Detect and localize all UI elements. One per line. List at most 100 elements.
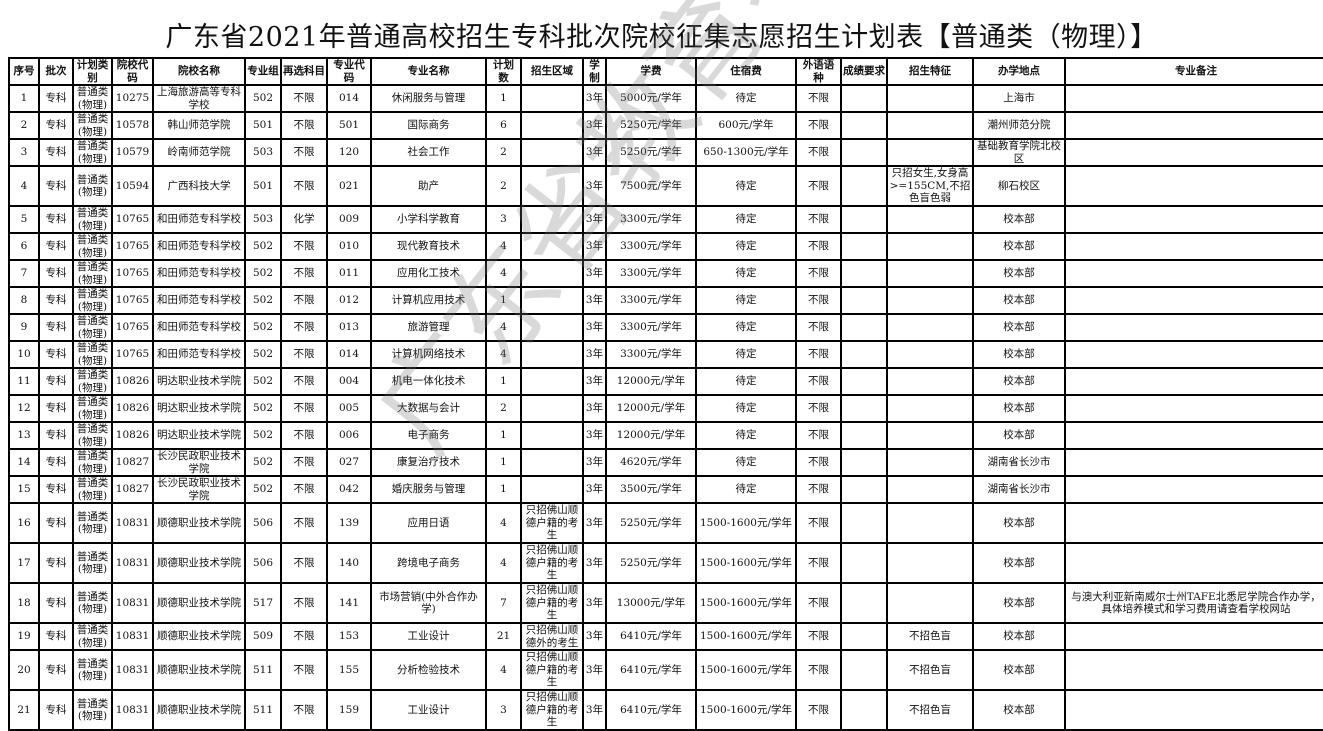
table-cell: 不限 (795, 138, 842, 167)
table-cell: 明达职业技术学院 (152, 421, 246, 450)
table-cell: 4 (485, 232, 522, 261)
table-cell: 502 (244, 340, 282, 369)
table-cell: 4 (485, 542, 522, 584)
table-cell: 21 (8, 689, 40, 731)
table-cell: 10827 (111, 475, 154, 504)
table-cell: 上海旅游高等专科学校 (152, 84, 246, 113)
table-cell: 1 (485, 448, 522, 477)
column-header: 专业备注 (1064, 57, 1323, 86)
table-cell: 509 (244, 622, 282, 651)
table-cell: 和田师范专科学校 (152, 340, 246, 369)
table-cell: 普通类(物理) (72, 502, 113, 544)
table-cell: 专科 (38, 138, 74, 167)
table-cell (886, 448, 974, 477)
table-cell: 16 (8, 502, 40, 544)
table-cell (886, 367, 974, 396)
table-cell: 顺德职业技术学院 (152, 542, 246, 584)
table-cell: 3300元/学年 (605, 340, 697, 369)
table-cell: 502 (244, 259, 282, 288)
table-cell (520, 84, 584, 113)
table-cell: 不限 (280, 582, 328, 624)
table-cell (840, 313, 888, 342)
table-cell: 10765 (111, 232, 154, 261)
table-cell (1064, 475, 1323, 504)
table-cell: 010 (326, 232, 372, 261)
table-cell: 14 (8, 448, 40, 477)
table-cell (1064, 313, 1323, 342)
table-cell: 3年 (582, 205, 607, 234)
table-cell (520, 475, 584, 504)
table-cell: 3年 (582, 502, 607, 544)
table-cell: 501 (244, 165, 282, 207)
table-cell (1064, 542, 1323, 584)
table-cell: 韩山师范学院 (152, 111, 246, 140)
table-cell: 3年 (582, 367, 607, 396)
table-cell: 化学 (280, 205, 328, 234)
table-header-row: 序号 批次 计划类别 院校代码 院校名称 专业组 再选科目 专业代码 专业名称 计划数 招生区域 学制… (8, 57, 1323, 86)
table-cell: 8 (8, 286, 40, 315)
table-cell (520, 205, 584, 234)
table-cell: 10826 (111, 394, 154, 423)
table-cell: 不限 (280, 84, 328, 113)
table-cell: 5250元/学年 (605, 111, 697, 140)
table-cell: 不招色盲 (886, 649, 974, 691)
table-cell: 不限 (280, 340, 328, 369)
table-cell (520, 394, 584, 423)
table-cell (1064, 259, 1323, 288)
table-cell: 婚庆服务与管理 (370, 475, 487, 504)
table-cell: 明达职业技术学院 (152, 367, 246, 396)
table-cell: 3年 (582, 340, 607, 369)
table-cell: 普通类(物理) (72, 313, 113, 342)
table-cell: 不限 (795, 502, 842, 544)
table-row: 16 专科 普通类(物理) 10831 顺德职业技术学院 506 不限 139 应用日语 4 只招佛… (8, 502, 1323, 544)
table-cell: 待定 (695, 313, 797, 342)
table-cell: 机电一体化技术 (370, 367, 487, 396)
table-cell: 顺德职业技术学院 (152, 689, 246, 731)
table-cell: 1500-1600元/学年 (695, 689, 797, 731)
table-cell: 3年 (582, 313, 607, 342)
table-row: 14 专科 普通类(物理) 10827 长沙民政职业技术学院 502 不限 027 康复治疗技术… (8, 448, 1323, 477)
table-cell: 10 (8, 340, 40, 369)
table-cell (1064, 448, 1323, 477)
table-cell: 1 (485, 421, 522, 450)
column-header: 外语语种 (795, 57, 842, 86)
table-cell: 待定 (695, 475, 797, 504)
table-cell: 502 (244, 421, 282, 450)
table-cell: 6410元/学年 (605, 689, 697, 731)
table-cell: 不限 (795, 421, 842, 450)
table-cell: 12000元/学年 (605, 394, 697, 423)
table-cell: 10827 (111, 448, 154, 477)
table-cell: 3300元/学年 (605, 205, 697, 234)
table-cell: 和田师范专科学校 (152, 286, 246, 315)
table-cell: 校本部 (972, 205, 1066, 234)
table-cell: 和田师范专科学校 (152, 313, 246, 342)
table-cell: 3年 (582, 259, 607, 288)
column-header: 计划类别 (72, 57, 113, 86)
column-header: 院校代码 (111, 57, 154, 86)
table-cell: 不限 (280, 367, 328, 396)
table-cell: 湖南省长沙市 (972, 448, 1066, 477)
table-cell: 普通类(物理) (72, 689, 113, 731)
table-cell: 3年 (582, 475, 607, 504)
table-cell: 7500元/学年 (605, 165, 697, 207)
table-cell: 不限 (795, 394, 842, 423)
table-cell: 专科 (38, 394, 74, 423)
table-cell: 1 (8, 84, 40, 113)
table-row: 11 专科 普通类(物理) 10826 明达职业技术学院 502 不限 004 机电一体化技术 1… (8, 367, 1323, 396)
table-cell: 待定 (695, 259, 797, 288)
table-cell: 7 (8, 259, 40, 288)
table-cell: 3 (8, 138, 40, 167)
table-cell (1064, 649, 1323, 691)
column-header: 成绩要求 (840, 57, 888, 86)
table-cell: 普通类(物理) (72, 340, 113, 369)
table-cell (520, 367, 584, 396)
table-cell: 10826 (111, 421, 154, 450)
table-cell: 3年 (582, 165, 607, 207)
table-cell: 5250元/学年 (605, 542, 697, 584)
table-cell: 专科 (38, 448, 74, 477)
table-cell: 只招佛山顺德户籍的考生 (520, 649, 584, 691)
table-cell: 13000元/学年 (605, 582, 697, 624)
table-cell: 校本部 (972, 286, 1066, 315)
table-row: 13 专科 普通类(物理) 10826 明达职业技术学院 502 不限 006 电子商务 1 3年 1… (8, 421, 1323, 450)
table-cell (840, 205, 888, 234)
